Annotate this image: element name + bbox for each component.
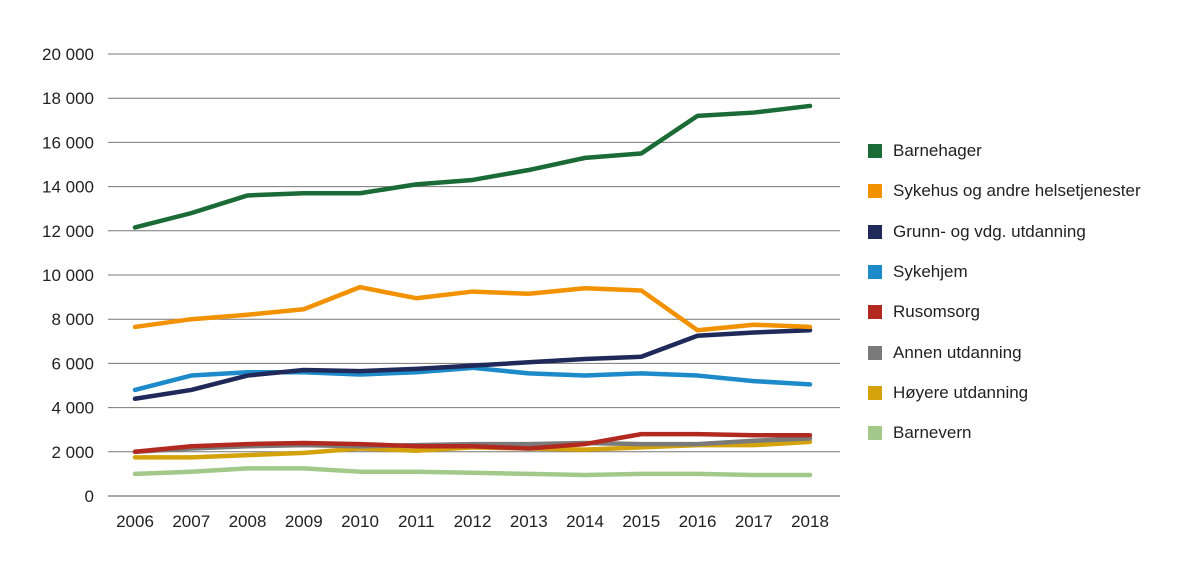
legend-item: Høyere utdanning — [868, 373, 1141, 413]
y-tick-label: 4 000 — [51, 399, 94, 418]
legend-swatch — [868, 144, 882, 159]
legend-item: Rusomsorg — [868, 292, 1141, 332]
series-line — [132, 103, 813, 230]
legend-label: Rusomsorg — [893, 302, 980, 322]
legend-item: Barnevern — [868, 413, 1141, 453]
y-tick-label: 18 000 — [42, 89, 94, 108]
y-tick-label: 14 000 — [42, 178, 94, 197]
legend-swatch — [868, 345, 882, 360]
x-tick-label: 2012 — [454, 512, 492, 531]
legend-item: Grunn- og vdg. utdanning — [868, 212, 1141, 252]
x-tick-label: 2015 — [622, 512, 660, 531]
legend-label: Sykehus og andre helsetjenester — [893, 181, 1141, 201]
x-tick-label: 2011 — [398, 512, 435, 531]
x-tick-label: 2010 — [341, 512, 379, 531]
legend-swatch — [868, 184, 882, 199]
y-tick-label: 16 000 — [42, 133, 94, 152]
y-tick-label: 8 000 — [51, 310, 94, 329]
y-tick-label: 20 000 — [42, 45, 94, 64]
legend-item: Barnehager — [868, 131, 1141, 171]
legend-swatch — [868, 265, 882, 280]
legend-item: Sykehus og andre helsetjenester — [868, 171, 1141, 211]
x-tick-label: 2014 — [566, 512, 604, 531]
legend: Barnehager Sykehus og andre helsetjeneste… — [868, 131, 1141, 453]
legend-label: Sykehjem — [893, 262, 968, 282]
x-tick-label: 2008 — [229, 512, 267, 531]
y-tick-label: 6 000 — [51, 354, 94, 373]
legend-item: Annen utdanning — [868, 332, 1141, 372]
y-tick-label: 10 000 — [42, 266, 94, 285]
legend-swatch — [868, 305, 882, 320]
legend-label: Annen utdanning — [893, 342, 1022, 362]
legend-swatch — [868, 426, 882, 441]
x-tick-label: 2009 — [285, 512, 323, 531]
legend-label: Barnevern — [893, 423, 972, 443]
legend-label: Barnehager — [893, 141, 982, 161]
x-tick-label: 2018 — [791, 512, 829, 531]
legend-item: Sykehjem — [868, 252, 1141, 292]
y-tick-label: 2 000 — [51, 443, 94, 462]
y-tick-label: 12 000 — [42, 222, 94, 241]
x-tick-label: 2017 — [735, 512, 773, 531]
legend-swatch — [868, 224, 882, 239]
series-line — [132, 284, 813, 333]
series-line — [132, 328, 813, 402]
series-line — [132, 466, 813, 478]
legend-swatch — [868, 385, 882, 400]
legend-label: Høyere utdanning — [893, 382, 1029, 402]
x-tick-label: 2016 — [679, 512, 717, 531]
x-tick-label: 2006 — [116, 512, 154, 531]
legend-label: Grunn- og vdg. utdanning — [893, 221, 1086, 241]
y-tick-label: 0 — [85, 487, 94, 506]
x-tick-label: 2013 — [510, 512, 548, 531]
x-tick-label: 2007 — [172, 512, 210, 531]
series-line — [132, 431, 813, 455]
